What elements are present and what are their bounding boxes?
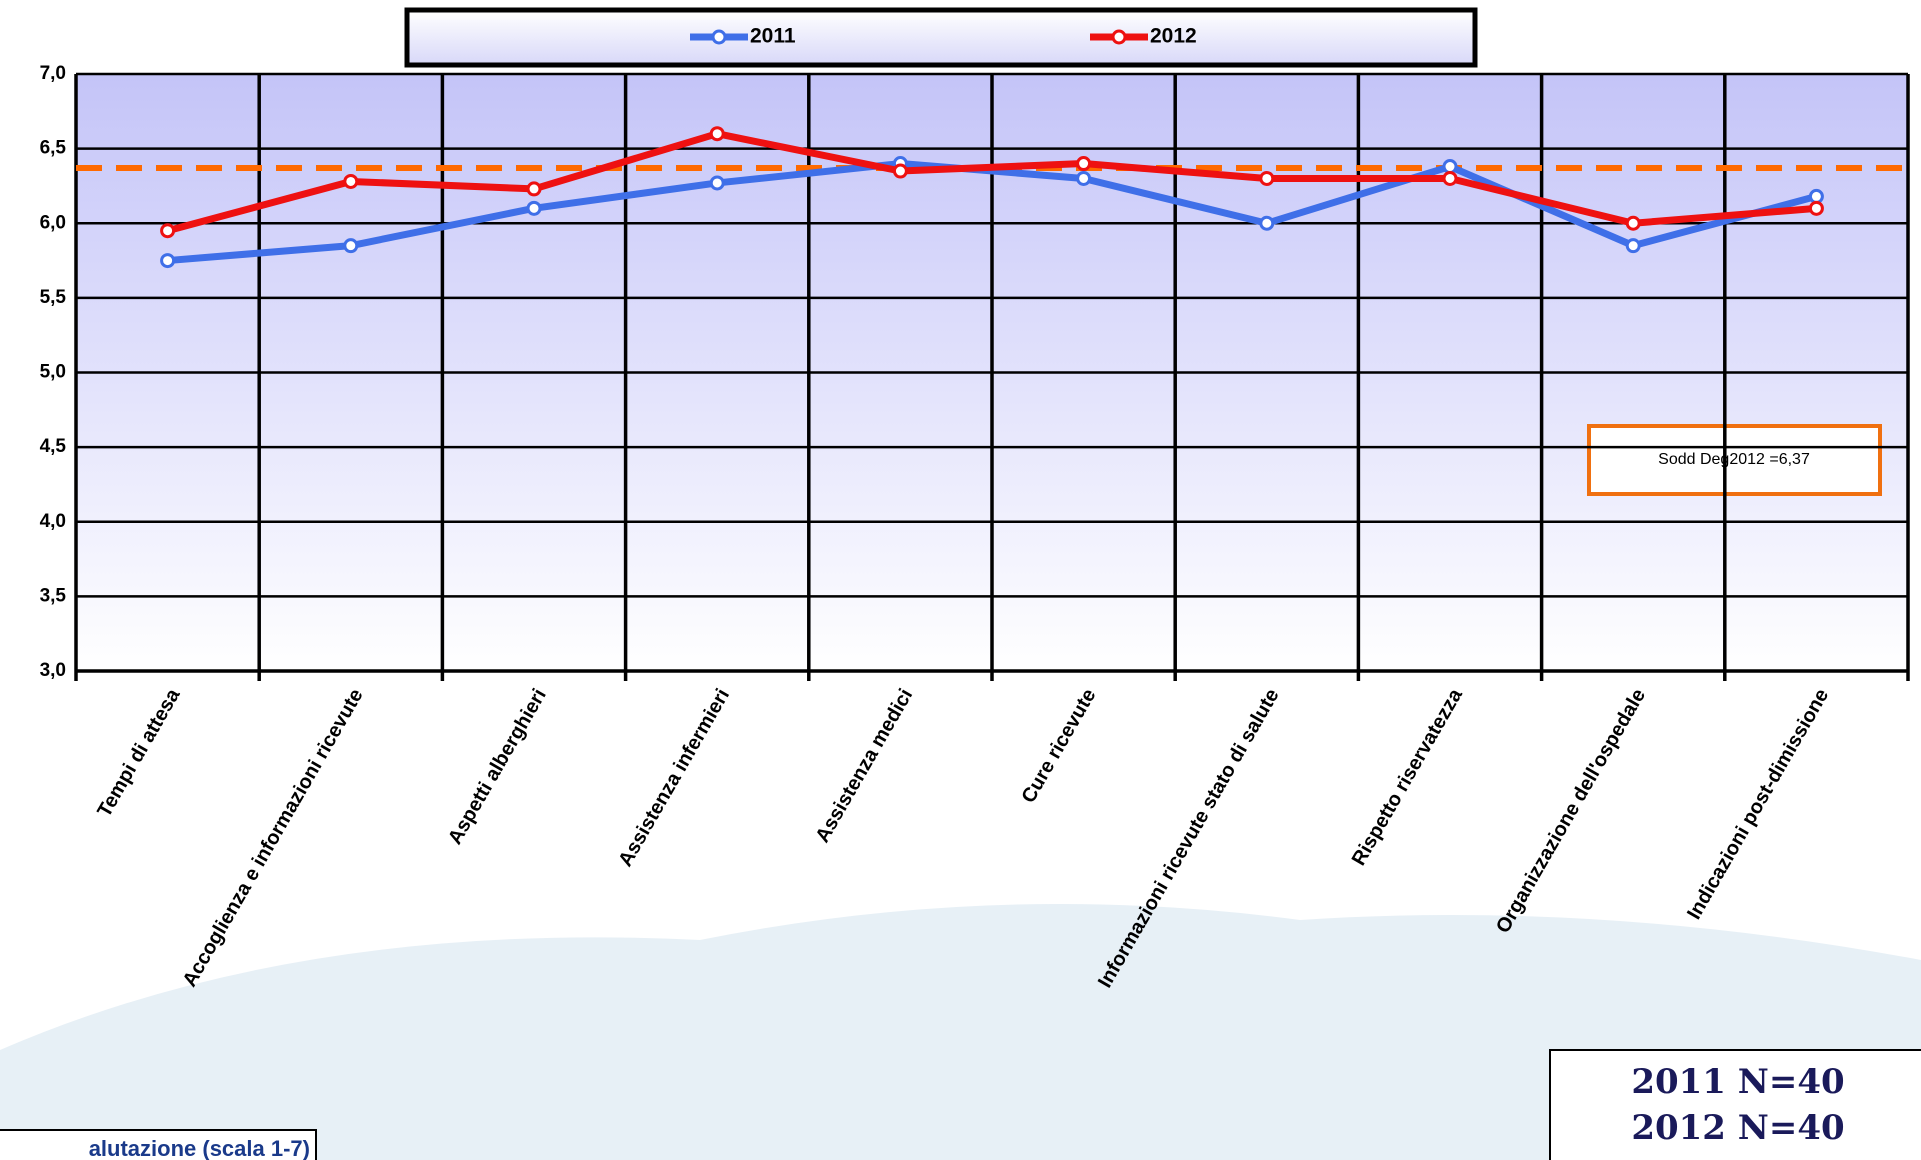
- point: [343, 238, 359, 254]
- y-tick-label: 4,5: [40, 436, 67, 457]
- y-tick-label: 7,0: [40, 63, 66, 84]
- point: [160, 223, 176, 239]
- x-tick-label: Accoglienza e informazioni ricevute: [179, 685, 368, 991]
- point: [1442, 170, 1458, 186]
- point: [1076, 170, 1092, 186]
- point: [892, 163, 908, 179]
- n-label: 2012 N=40: [1631, 1108, 1844, 1148]
- y-tick-label: 3,5: [40, 585, 67, 606]
- y-tick-label: 5,0: [40, 362, 66, 383]
- y-tick-label: 4,0: [40, 511, 66, 532]
- x-tick-label: Tempi di attesa: [93, 684, 185, 821]
- point: [1808, 188, 1824, 204]
- point: [709, 126, 725, 142]
- legend: 2011 2012: [404, 7, 1478, 68]
- annotation-box: [1587, 424, 1882, 496]
- x-tick-label: Rispetto riservatezza: [1348, 684, 1468, 869]
- series-line: [166, 130, 1817, 235]
- point: [343, 173, 359, 189]
- legend-label: 2012: [1150, 25, 1197, 48]
- y-tick-label: 5,5: [40, 287, 67, 308]
- point: [526, 181, 542, 197]
- point: [1808, 200, 1824, 216]
- annotation: Sodd Deg2012 =6,37: [1658, 451, 1810, 468]
- x-tick-label: Organizzazione dell'ospedale: [1492, 685, 1650, 937]
- y-tick-label: 6,5: [40, 138, 67, 159]
- legend-marker: [1111, 29, 1127, 45]
- scale-box: [0, 1129, 317, 1160]
- point: [1442, 159, 1458, 175]
- x-tick-label: Assistenza infermieri: [614, 685, 734, 870]
- n-label: 2011 N=40: [1631, 1062, 1844, 1102]
- series-line: [167, 160, 1818, 265]
- n-box: [1549, 1049, 1921, 1160]
- point: [526, 200, 542, 216]
- x-tick-label: Aspetti alberghieri: [444, 685, 551, 848]
- watermark: [0, 904, 1921, 1160]
- point: [1076, 156, 1092, 172]
- point: [1625, 215, 1641, 231]
- y-tick-label: 6,0: [40, 212, 66, 233]
- y-tick-label: 3,0: [40, 660, 66, 681]
- scale-label: alutazione (scala 1-7): [89, 1136, 310, 1160]
- legend-marker: [711, 29, 727, 45]
- point: [1625, 238, 1641, 254]
- point: [709, 175, 725, 191]
- x-tick-label: Assistenza medici: [812, 685, 918, 846]
- point: [160, 253, 176, 269]
- point: [1259, 170, 1275, 186]
- legend-label: 2011: [750, 25, 796, 48]
- legend-box: [404, 7, 1478, 68]
- x-tick-label: Indicazioni post-dimissione: [1683, 685, 1833, 923]
- x-tick-label: Cure ricevute: [1018, 685, 1101, 807]
- point: [1259, 215, 1275, 231]
